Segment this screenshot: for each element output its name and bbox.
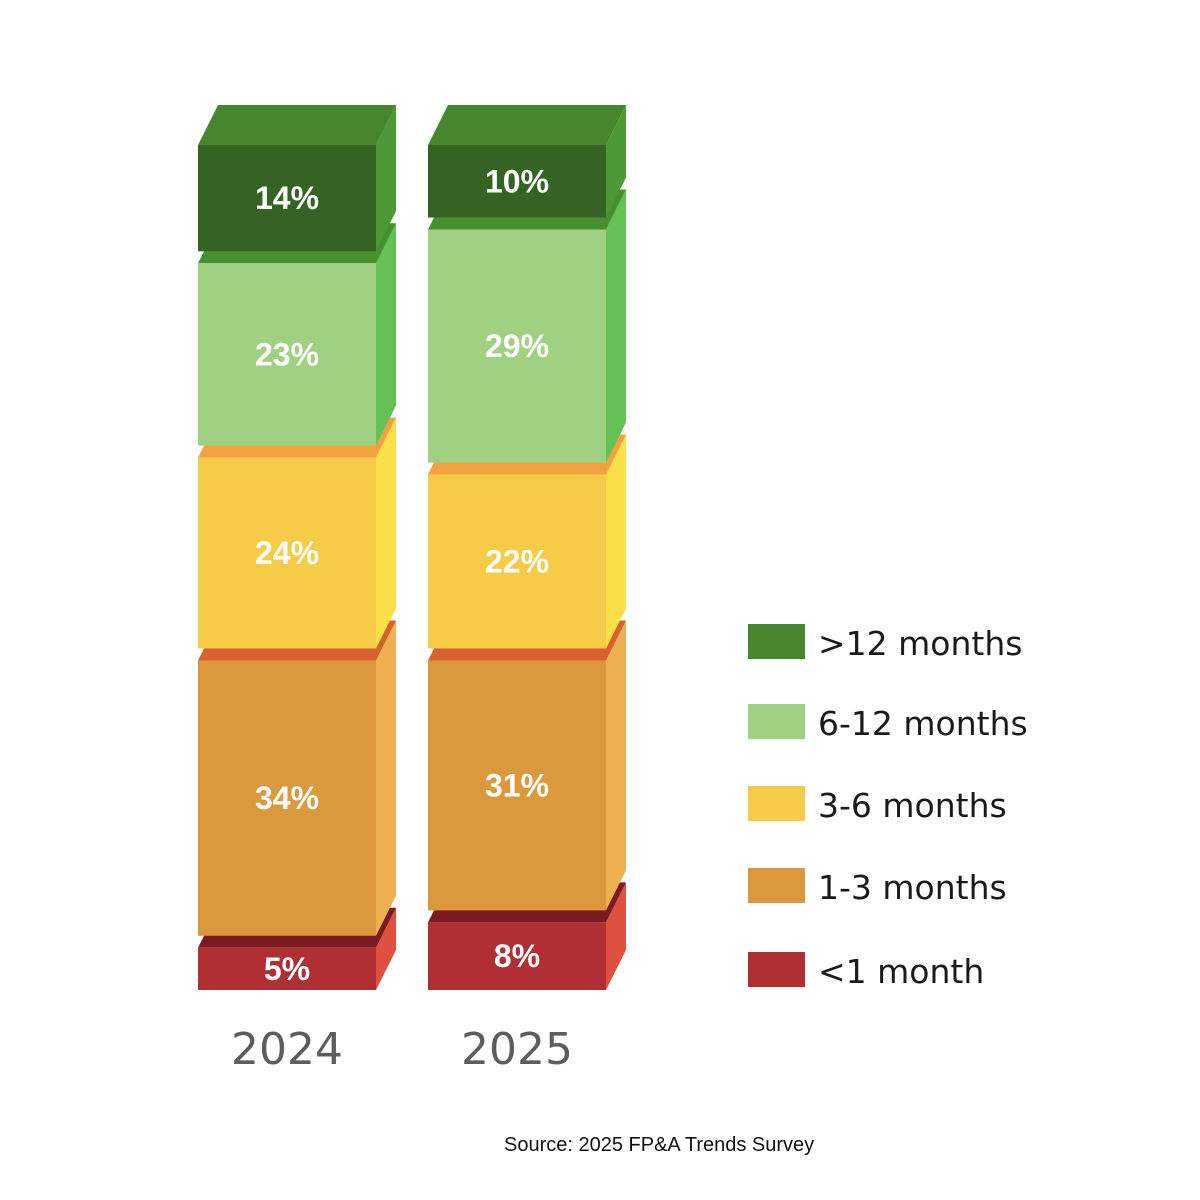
legend-swatch-6-12-months [748, 704, 805, 739]
category-label-2024: 2024 [231, 1024, 343, 1075]
data-label-3-6-months-2025: 22% [485, 544, 549, 580]
bar-top-gt-12-months-2024 [198, 105, 396, 145]
bar-segment-gt-12-months-2025 [428, 145, 606, 218]
data-label-gt-12-months-2024: 14% [255, 180, 319, 216]
category-label-2025: 2025 [461, 1024, 573, 1075]
legend-label-1-3-months: 1-3 months [818, 868, 1007, 907]
bar-side-3-6-months-2024 [376, 417, 396, 649]
data-label-1-3-months-2025: 31% [485, 767, 549, 803]
bar-side-6-12-months-2024 [376, 223, 396, 446]
data-label-3-6-months-2024: 24% [255, 535, 319, 571]
category-axis: 2024 2025 [231, 1024, 573, 1075]
bar-side-3-6-months-2025 [606, 434, 626, 649]
bars-layer [198, 105, 626, 990]
legend-swatch-1-3-months [748, 868, 805, 903]
legend-label-3-6-months: 3-6 months [818, 786, 1007, 825]
bar-side-gt-12-months-2025 [606, 105, 626, 218]
legend-label-6-12-months: 6-12 months [818, 704, 1028, 743]
data-label-6-12-months-2024: 23% [255, 336, 319, 372]
bar-segment-3-6-months-2025 [428, 474, 606, 649]
bar-segment-lt-1-month-2024 [198, 947, 376, 990]
bar-segment-1-3-months-2024 [198, 660, 376, 936]
legend-swatch-gt-12-months [748, 624, 805, 659]
bar-segment-lt-1-month-2025 [428, 922, 606, 990]
bar-segment-6-12-months-2025 [428, 229, 606, 463]
data-label-6-12-months-2025: 29% [485, 328, 549, 364]
bar-side-lt-1-month-2024 [376, 907, 396, 990]
bar-side-1-3-months-2025 [606, 620, 626, 911]
bar-top-gt-12-months-2025 [428, 105, 626, 145]
segment-labels-layer: 5% 34% 24% 23% 14% 8% 31% 22% 29% 10% [255, 163, 549, 987]
bar-side-lt-1-month-2025 [606, 882, 626, 990]
bar-segment-gt-12-months-2024 [198, 145, 376, 252]
legend-label-gt-12-months: >12 months [818, 624, 1022, 663]
data-label-lt-1-month-2024: 5% [264, 951, 310, 987]
data-label-gt-12-months-2025: 10% [485, 163, 549, 199]
data-label-1-3-months-2024: 34% [255, 780, 319, 816]
bar-side-1-3-months-2024 [376, 620, 396, 936]
legend-swatch-3-6-months [748, 786, 805, 821]
source-note: Source: 2025 FP&A Trends Survey [504, 1134, 815, 1156]
legend-label-lt-1-month: <1 month [818, 952, 984, 991]
legend: >12 months 6-12 months 3-6 months 1-3 month… [748, 624, 1028, 991]
bar-side-6-12-months-2025 [606, 189, 626, 463]
bar-side-gt-12-months-2024 [376, 105, 396, 252]
legend-swatch-lt-1-month [748, 952, 805, 987]
bar-segment-3-6-months-2024 [198, 457, 376, 649]
bar-segment-1-3-months-2025 [428, 660, 606, 911]
bar-segment-6-12-months-2024 [198, 263, 376, 446]
data-label-lt-1-month-2025: 8% [494, 938, 540, 974]
